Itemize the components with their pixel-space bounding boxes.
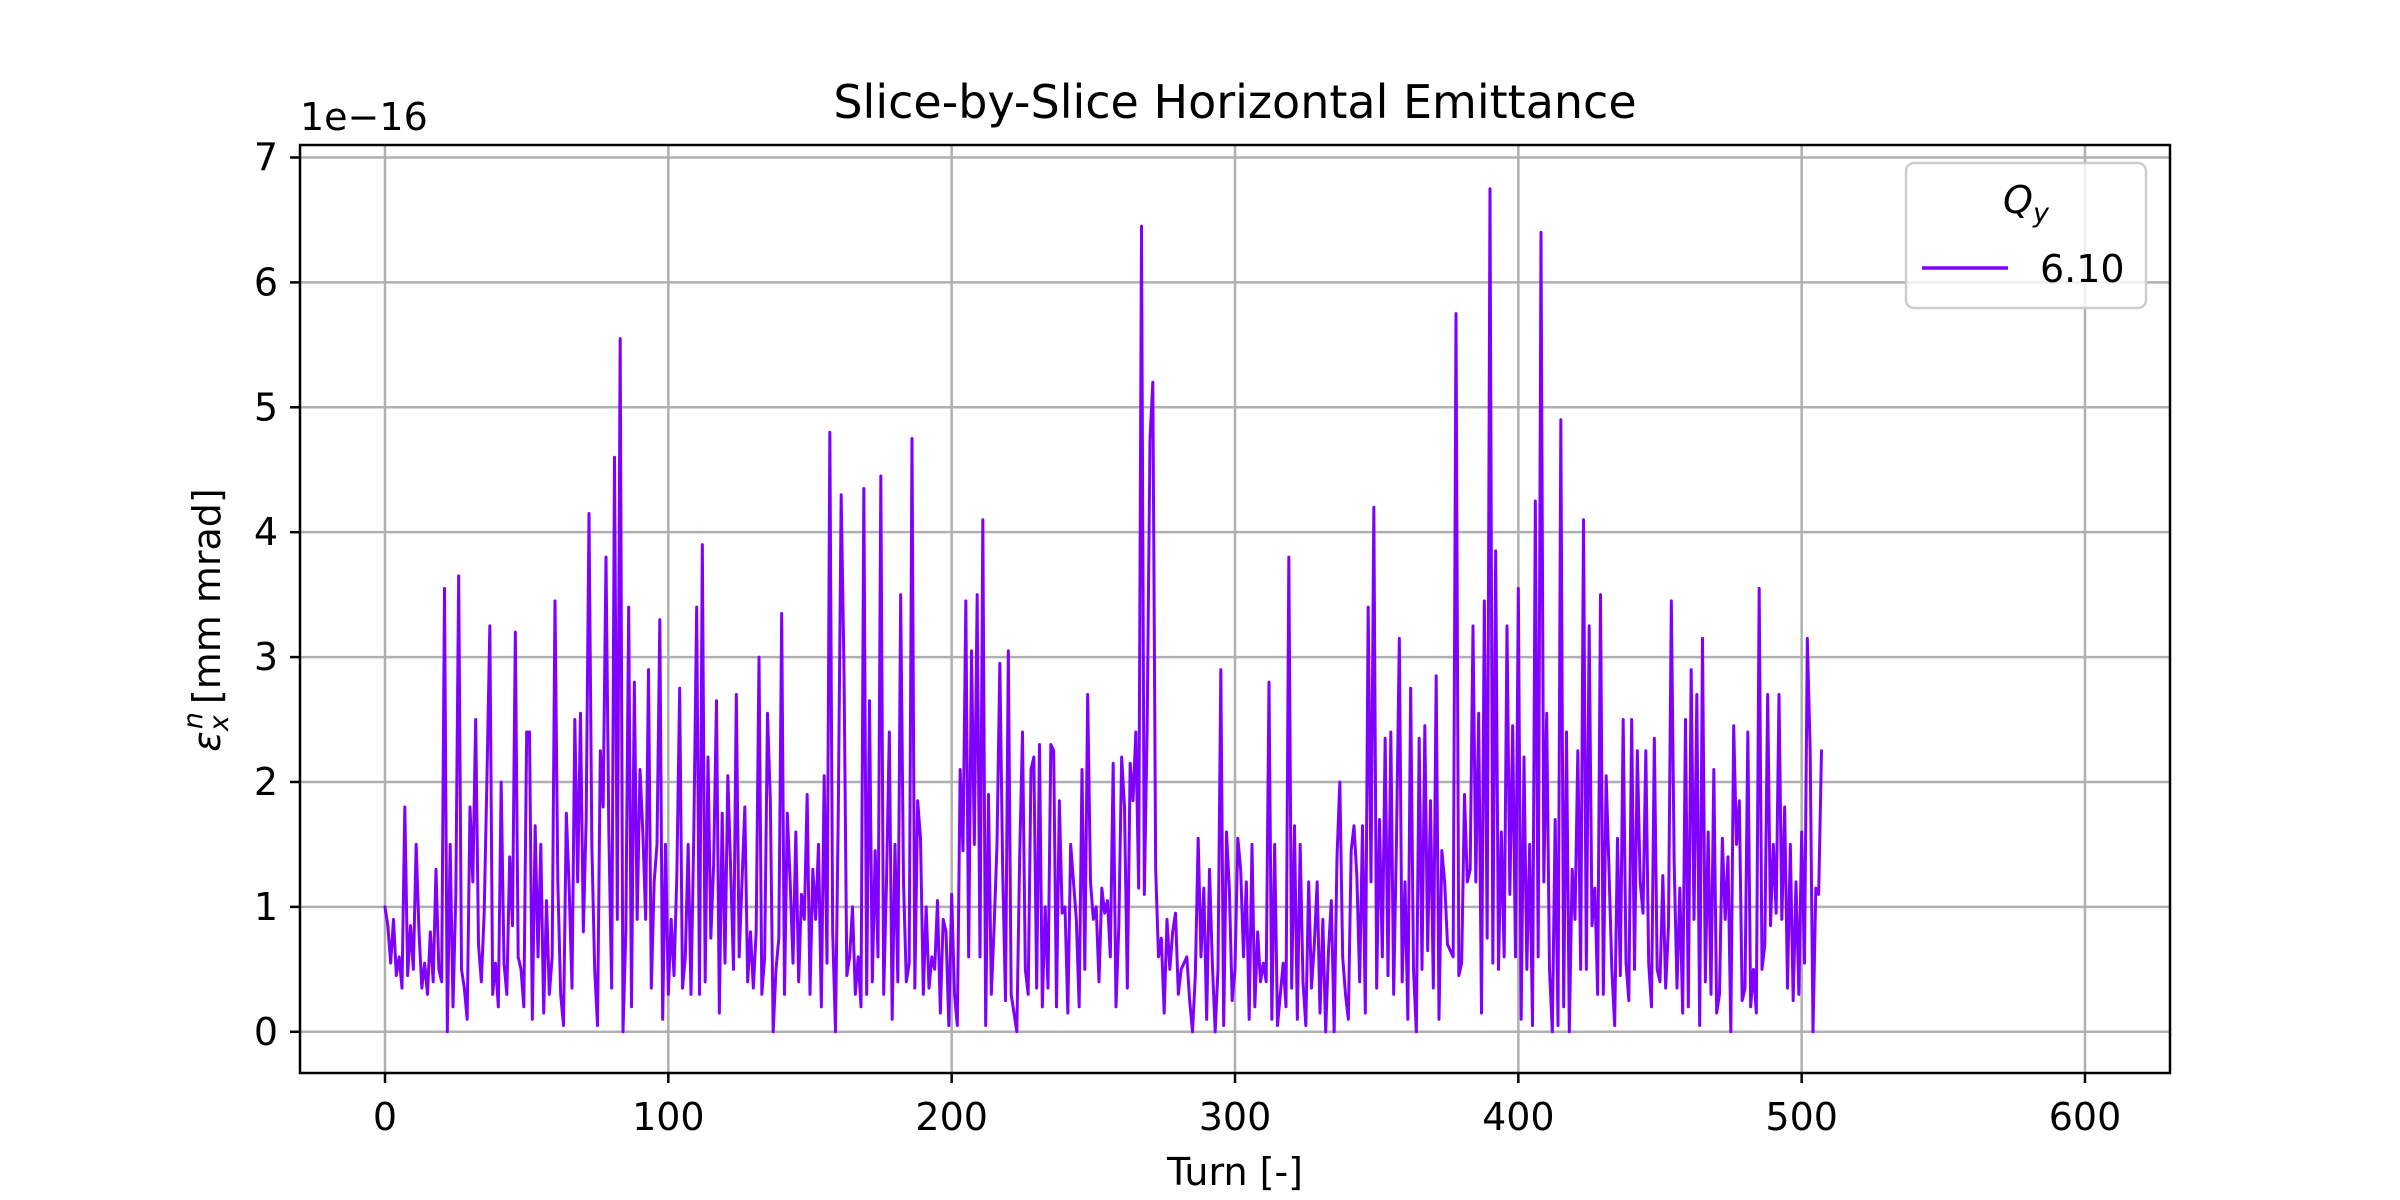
y-offset-label: 1e−16 — [300, 95, 428, 139]
y-tick-label: 4 — [254, 510, 278, 554]
x-axis-title: Turn [-] — [1166, 1150, 1303, 1194]
ticks: 0 100 200 300 400 500 600 0 1 2 3 4 5 6 7 — [254, 135, 2121, 1139]
legend-title-subscript: y — [2032, 198, 2050, 229]
series-layer — [383, 187, 1823, 1034]
y-axis-subscript: x — [204, 714, 235, 732]
x-tick-label: 100 — [632, 1095, 705, 1139]
legend-title-base: Q — [2003, 178, 2033, 222]
y-tick-label: 6 — [254, 260, 278, 304]
y-tick-label: 2 — [254, 760, 278, 804]
chart-title: Slice-by-Slice Horizontal Emittance — [833, 75, 1636, 129]
x-tick-label: 600 — [2049, 1095, 2122, 1139]
x-tick-label: 400 — [1482, 1095, 1555, 1139]
legend: Qy 6.10 — [1904, 161, 2148, 310]
y-tick-label: 3 — [254, 635, 278, 679]
x-tick-label: 500 — [1765, 1095, 1838, 1139]
grid — [300, 145, 2170, 1073]
y-tick-label: 0 — [254, 1010, 278, 1054]
y-axis-symbol: ε — [185, 731, 229, 752]
y-axis-superscript: n — [178, 712, 209, 729]
legend-title: Qy — [2003, 178, 2050, 229]
legend-entry-label: 6.10 — [2040, 247, 2125, 291]
legend-box — [1904, 161, 2148, 310]
y-tick-label: 1 — [254, 885, 278, 929]
x-tick-label: 0 — [373, 1095, 397, 1139]
series-line-0 — [383, 187, 1823, 1034]
y-axis-unit: [mm mrad] — [185, 488, 229, 704]
y-axis-title: εxn [mm mrad] — [178, 488, 235, 751]
x-tick-label: 200 — [915, 1095, 988, 1139]
y-tick-label: 5 — [254, 385, 278, 429]
x-tick-label: 300 — [1199, 1095, 1272, 1139]
y-tick-label: 7 — [254, 135, 278, 179]
